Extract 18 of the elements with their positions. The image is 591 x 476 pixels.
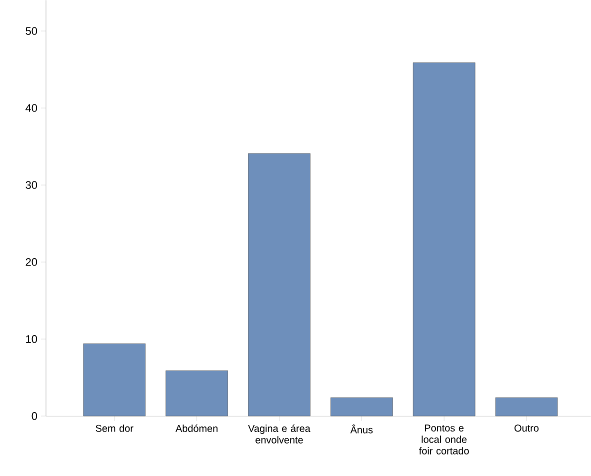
bar (412, 62, 476, 416)
bar (495, 397, 558, 416)
x-tick-label: Abdómen (176, 424, 218, 432)
bar (83, 343, 146, 416)
x-tick-label: Pontos e local onde foir cortado (419, 424, 469, 454)
bar (166, 370, 228, 416)
x-tick-label: Sem dor (96, 424, 134, 432)
y-tick-label: 20 (26, 258, 38, 266)
bar (248, 153, 310, 416)
y-tick-label: 30 (26, 181, 38, 189)
x-tick-label: Ânus (350, 424, 373, 434)
y-tick-label: 40 (26, 104, 38, 112)
y-tick-label: 10 (26, 335, 38, 343)
x-tick-label: Vagina e área envolvente (248, 424, 310, 444)
y-tick-label: 50 (26, 27, 38, 35)
y-tick-label: 0 (32, 412, 38, 420)
bar (330, 397, 393, 416)
x-tick-label: Outro (514, 424, 539, 432)
